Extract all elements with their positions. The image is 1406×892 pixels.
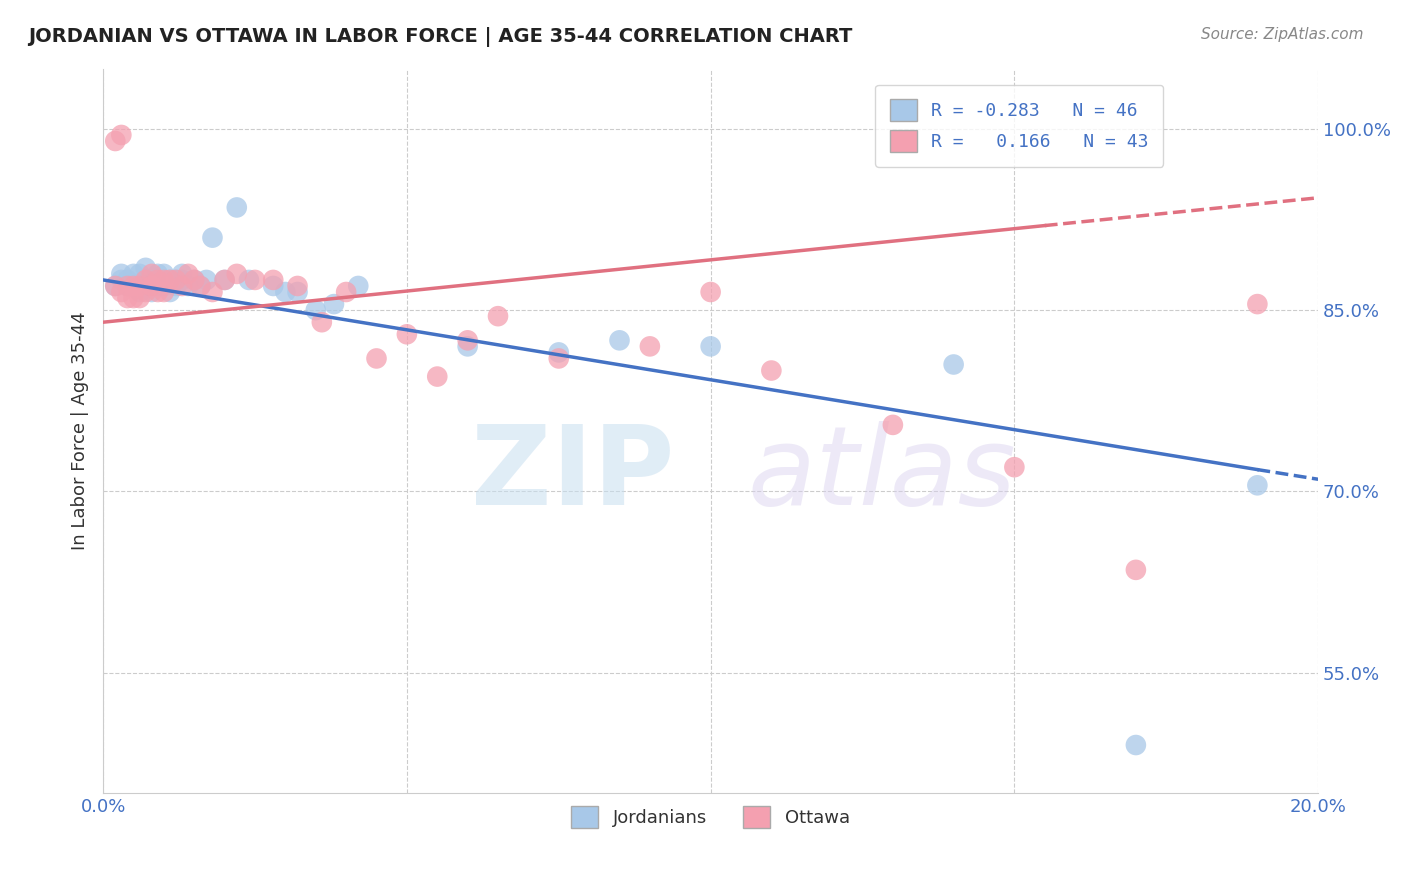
Point — [122, 267, 145, 281]
Point — [188, 279, 211, 293]
Point — [117, 279, 139, 293]
Point — [110, 273, 132, 287]
Point — [882, 417, 904, 432]
Point — [128, 279, 150, 293]
Point — [110, 128, 132, 142]
Point — [153, 267, 176, 281]
Point — [146, 273, 169, 287]
Text: JORDANIAN VS OTTAWA IN LABOR FORCE | AGE 35-44 CORRELATION CHART: JORDANIAN VS OTTAWA IN LABOR FORCE | AGE… — [28, 27, 852, 46]
Point — [122, 279, 145, 293]
Point — [135, 273, 157, 287]
Point — [311, 315, 333, 329]
Point — [942, 358, 965, 372]
Text: Source: ZipAtlas.com: Source: ZipAtlas.com — [1201, 27, 1364, 42]
Y-axis label: In Labor Force | Age 35-44: In Labor Force | Age 35-44 — [72, 311, 89, 550]
Point — [287, 285, 309, 299]
Point — [172, 273, 194, 287]
Point — [117, 291, 139, 305]
Point — [395, 327, 418, 342]
Point — [128, 279, 150, 293]
Point — [135, 285, 157, 299]
Point — [238, 273, 260, 287]
Point — [122, 279, 145, 293]
Point — [195, 273, 218, 287]
Point — [201, 285, 224, 299]
Point — [177, 267, 200, 281]
Point — [214, 273, 236, 287]
Point — [305, 303, 328, 318]
Point — [128, 285, 150, 299]
Point — [177, 279, 200, 293]
Point — [323, 297, 346, 311]
Point — [547, 351, 569, 366]
Point — [457, 334, 479, 348]
Point — [262, 273, 284, 287]
Point — [172, 279, 194, 293]
Point — [243, 273, 266, 287]
Point — [188, 279, 211, 293]
Point — [638, 339, 661, 353]
Point — [135, 279, 157, 293]
Point — [141, 285, 163, 299]
Point — [214, 273, 236, 287]
Point — [201, 230, 224, 244]
Point — [225, 201, 247, 215]
Point — [128, 267, 150, 281]
Point — [117, 279, 139, 293]
Point — [110, 285, 132, 299]
Point — [1246, 478, 1268, 492]
Point — [141, 267, 163, 281]
Point — [225, 267, 247, 281]
Point — [153, 279, 176, 293]
Point — [141, 279, 163, 293]
Point — [159, 285, 181, 299]
Point — [135, 260, 157, 275]
Point — [347, 279, 370, 293]
Point — [609, 334, 631, 348]
Point — [183, 273, 205, 287]
Point — [153, 273, 176, 287]
Point — [1002, 460, 1025, 475]
Point — [165, 273, 187, 287]
Point — [699, 339, 721, 353]
Legend: Jordanians, Ottawa: Jordanians, Ottawa — [564, 798, 858, 835]
Text: ZIP: ZIP — [471, 421, 675, 528]
Point — [165, 273, 187, 287]
Point — [104, 279, 127, 293]
Point — [761, 363, 783, 377]
Point — [1125, 563, 1147, 577]
Point — [110, 267, 132, 281]
Point — [146, 285, 169, 299]
Point — [457, 339, 479, 353]
Point — [128, 291, 150, 305]
Point — [135, 273, 157, 287]
Point — [262, 279, 284, 293]
Point — [172, 267, 194, 281]
Point — [366, 351, 388, 366]
Point — [159, 273, 181, 287]
Point — [153, 285, 176, 299]
Point — [1246, 297, 1268, 311]
Point — [426, 369, 449, 384]
Point — [335, 285, 357, 299]
Point — [159, 273, 181, 287]
Point — [486, 309, 509, 323]
Point — [183, 273, 205, 287]
Point — [165, 279, 187, 293]
Point — [117, 273, 139, 287]
Point — [699, 285, 721, 299]
Point — [287, 279, 309, 293]
Text: atlas: atlas — [747, 421, 1015, 528]
Point — [146, 267, 169, 281]
Point — [146, 279, 169, 293]
Point — [141, 279, 163, 293]
Point — [274, 285, 297, 299]
Point — [104, 279, 127, 293]
Point — [547, 345, 569, 359]
Point — [104, 134, 127, 148]
Point — [1125, 738, 1147, 752]
Point — [122, 291, 145, 305]
